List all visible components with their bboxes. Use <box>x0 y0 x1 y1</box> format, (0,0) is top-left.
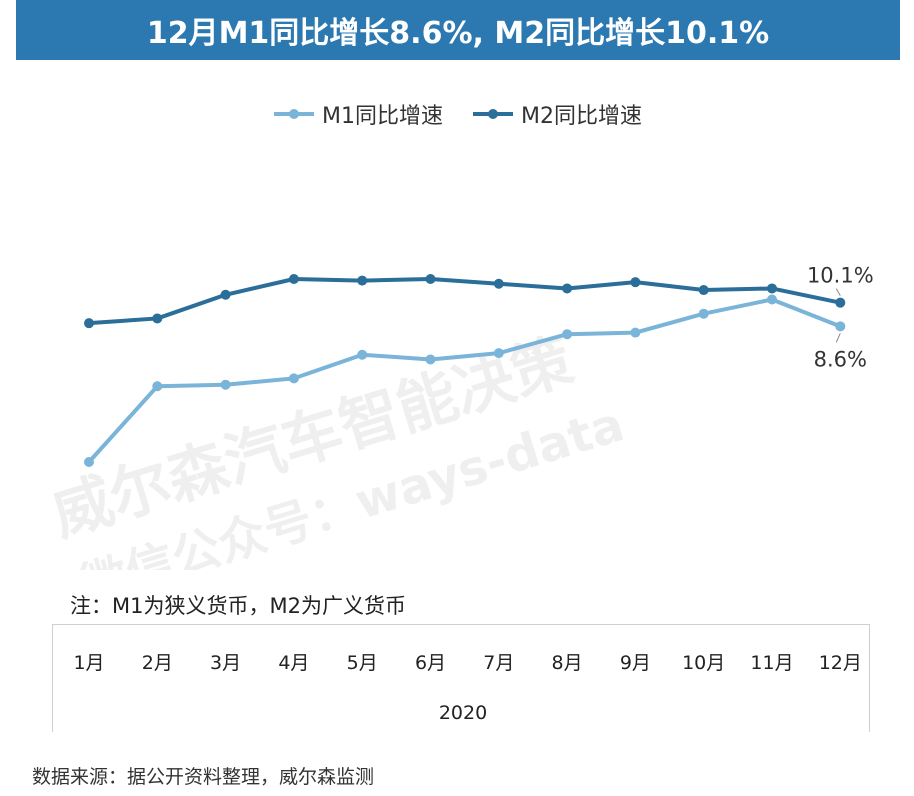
x-tick-label: 2月 <box>141 652 173 674</box>
x-tick-label: 8月 <box>551 652 583 674</box>
x-tick-label: 11月 <box>750 652 794 674</box>
series-1-point-10 <box>767 283 777 294</box>
series-0-point-4 <box>357 349 368 360</box>
series-0-point-3 <box>288 373 299 384</box>
series-1-point-1 <box>152 313 163 324</box>
series-1-point-3 <box>288 274 299 284</box>
x-tick-label: 5月 <box>346 652 378 674</box>
series-0-point-11 <box>835 321 846 332</box>
x-tick-label: 4月 <box>278 652 310 674</box>
series-0-point-6 <box>493 348 504 359</box>
x-tick-label: 3月 <box>210 652 242 674</box>
series-0-point-9 <box>698 308 709 319</box>
series-0-point-8 <box>630 327 641 338</box>
legend-item-m2: M2同比增速 <box>471 98 642 130</box>
series-0-point-5 <box>425 354 436 365</box>
x-tick-label: 6月 <box>414 652 447 674</box>
data-label-1: 8.6% <box>814 347 867 371</box>
series-1-point-7 <box>562 283 573 294</box>
line-chart: 10.1% 8.6% <box>84 264 874 467</box>
legend-label-m1: M1同比增速 <box>322 104 443 129</box>
x-tick-label: 7月 <box>483 652 515 674</box>
series-1-point-8 <box>630 277 641 288</box>
x-tick-label: 12月 <box>818 652 862 674</box>
x-tick-label: 1月 <box>73 652 105 674</box>
series-0-point-1 <box>152 381 163 392</box>
series-1-point-4 <box>357 275 368 286</box>
data-source: 数据来源：据公开资料整理，威尔森监测 <box>32 766 375 788</box>
series-1-point-9 <box>698 285 709 296</box>
x-tick-label: 9月 <box>619 652 651 674</box>
chart-note: 注：M1为狭义货币，M2为广义货币 <box>70 594 406 618</box>
legend-swatch-m1 <box>274 109 315 119</box>
series-1-point-5 <box>425 274 436 284</box>
series-line-1 <box>88 277 841 326</box>
series-1-point-2 <box>220 289 231 300</box>
series-0-point-7 <box>562 329 573 340</box>
series-0-point-10 <box>767 294 777 305</box>
series-0-point-2 <box>220 379 231 390</box>
series-1-point-0 <box>84 318 94 329</box>
legend-swatch-m2 <box>473 109 513 119</box>
chart-title: 12月M1同比增长8.6%, M2同比增长10.1% <box>16 0 900 60</box>
series-1-point-11 <box>835 297 846 308</box>
series-0-point-0 <box>84 457 94 467</box>
data-label-leader-0 <box>835 288 841 296</box>
series-line-0 <box>87 297 842 464</box>
x-tick-label: 10月 <box>682 652 726 674</box>
x-axis-year-label: 2020 <box>438 702 488 724</box>
data-label-leader-1 <box>835 333 841 343</box>
data-label-0: 10.1% <box>807 264 874 288</box>
x-axis-box <box>52 624 870 732</box>
legend: M1同比增速 M2同比增速 <box>0 98 914 130</box>
legend-label-m2: M2同比增速 <box>521 104 642 129</box>
legend-item-m1: M1同比增速 <box>272 98 443 130</box>
series-1-point-6 <box>493 278 504 289</box>
